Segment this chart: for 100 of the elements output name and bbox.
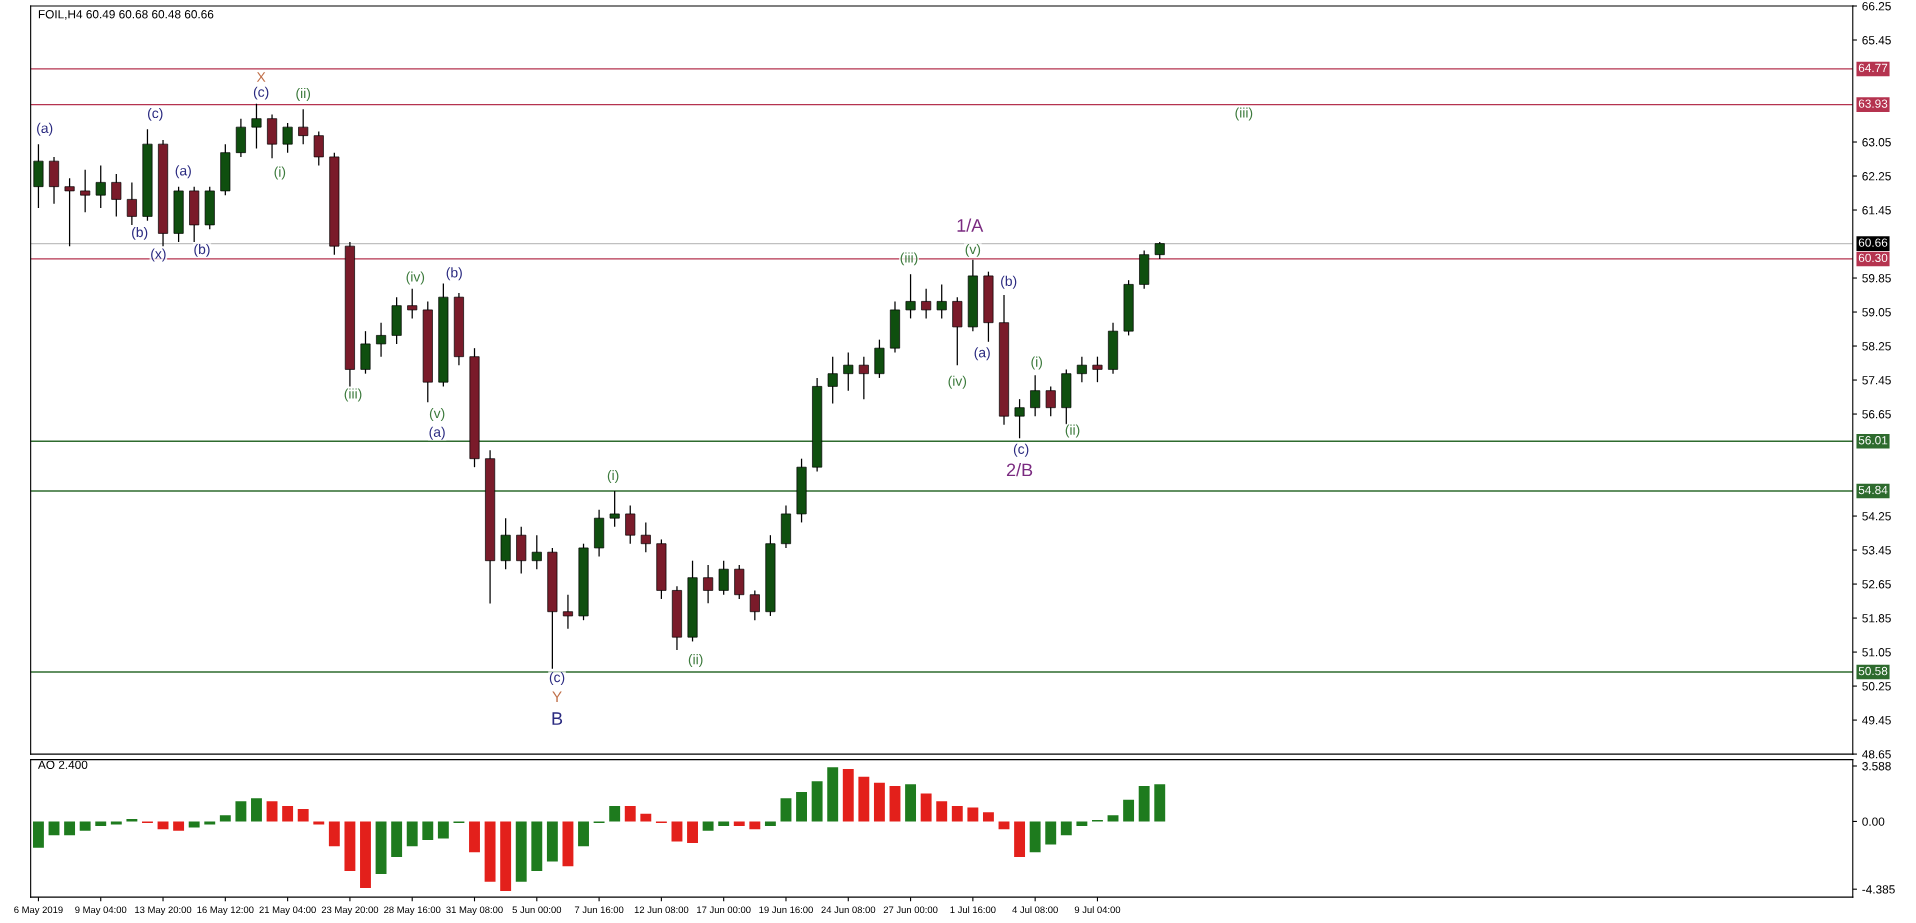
candlestick [80, 169, 91, 213]
candlestick [749, 589, 760, 621]
y-tick-label: 61.45 [1862, 206, 1891, 215]
annotation: (v) [429, 408, 445, 421]
annotation: (iii) [344, 388, 362, 402]
bar [671, 821, 683, 842]
y-tick-label: 63.05 [1862, 138, 1891, 147]
annotation: (a) [175, 165, 191, 179]
bar [500, 821, 512, 891]
bar [780, 798, 792, 822]
bar [64, 821, 76, 836]
bar [266, 801, 278, 822]
chart-title: AO 2.400 [37, 760, 88, 769]
bar [204, 821, 216, 825]
bar [110, 821, 122, 825]
annotation: (iii) [1235, 107, 1253, 121]
bar [1045, 821, 1057, 845]
bar [344, 821, 356, 871]
annotation: (iv) [406, 271, 425, 285]
candlestick [858, 356, 869, 400]
candlestick [843, 351, 854, 392]
annotation: X [256, 72, 266, 82]
x-tick-label: 9 Jul 04:00 [1074, 906, 1121, 914]
annotation: (i) [274, 166, 286, 180]
candlestick [625, 504, 636, 545]
annotation: (b) [446, 267, 462, 281]
bar [1138, 785, 1150, 822]
candlestick [531, 534, 542, 570]
bar [578, 821, 589, 847]
candlestick [111, 173, 122, 218]
x-tick-label: 12 Jun 08:00 [634, 906, 689, 914]
candlestick [95, 164, 106, 209]
bar [32, 821, 44, 848]
annotation: (a) [429, 426, 445, 440]
x-tick-label: 7 Jun 16:00 [574, 906, 624, 914]
bar [360, 821, 371, 888]
candlestick [282, 122, 293, 154]
x-tick-label: 31 May 08:00 [446, 906, 503, 915]
y-tick-label: 54.25 [1862, 512, 1891, 521]
annotation: Y [552, 691, 562, 702]
y-tick-label: 56.65 [1862, 410, 1891, 419]
bar [546, 821, 558, 862]
annotation: (b) [1001, 275, 1017, 289]
annotation: (b) [194, 243, 210, 257]
bar [297, 809, 309, 822]
bar [811, 781, 823, 822]
candlestick [640, 521, 651, 553]
annotation: (i) [1031, 356, 1043, 370]
y-tick-label: 51.85 [1862, 614, 1891, 623]
candlestick [1045, 385, 1056, 417]
bar [48, 821, 60, 836]
ref-line-label: 64.77 [1858, 63, 1888, 73]
x-tick-label: 28 May 16:00 [384, 906, 441, 915]
bar [1107, 815, 1119, 822]
bar [687, 821, 698, 844]
y-tick-label: 52.65 [1862, 580, 1891, 589]
y-tick-label: 59.05 [1862, 308, 1891, 317]
bar [375, 821, 387, 874]
annotation: 1/A [957, 218, 984, 232]
y-tick-label: 0.00 [1862, 817, 1885, 826]
bar [967, 807, 979, 822]
bar [1123, 799, 1135, 822]
ref-line-label: 63.93 [1858, 99, 1888, 108]
annotation: (i) [607, 470, 619, 483]
y-tick-label: 49.45 [1862, 716, 1891, 725]
bar [718, 821, 730, 827]
bar [157, 821, 169, 830]
bar [531, 821, 543, 871]
y-tick-label: -4.385 [1862, 885, 1895, 894]
annotation: (ii) [1065, 424, 1080, 438]
x-tick-label: 19 Jun 16:00 [759, 906, 813, 914]
y-tick-label: 58.25 [1862, 342, 1891, 351]
ref-line-label: 56.01 [1858, 436, 1888, 445]
bar [733, 821, 745, 827]
candlestick [609, 490, 620, 528]
bar [842, 768, 854, 822]
bar [749, 821, 761, 830]
bar [889, 785, 901, 822]
annotation: (c) [1013, 443, 1029, 457]
y-tick-label: 3.588 [1862, 762, 1891, 771]
candlestick [1014, 398, 1025, 439]
annotation: (a) [37, 122, 53, 136]
bar [920, 793, 932, 822]
candlestick [1030, 374, 1041, 417]
bar [173, 821, 185, 831]
ref-line-label: 54.84 [1858, 485, 1888, 495]
x-tick-label: 13 May 20:00 [135, 906, 192, 915]
candlestick [562, 594, 573, 630]
bar [95, 821, 107, 827]
annotation: (c) [148, 107, 163, 121]
annotation: (iii) [900, 252, 918, 266]
candlestick [936, 283, 947, 320]
bar [982, 812, 994, 822]
bar [951, 805, 963, 822]
annotation: (iv) [948, 375, 967, 389]
x-tick-label: 17 Jun 00:00 [697, 906, 751, 914]
bar [79, 821, 91, 831]
x-tick-label: 24 Jun 08:00 [821, 906, 876, 914]
candlestick [718, 560, 729, 596]
x-tick-label: 16 May 12:00 [197, 906, 254, 915]
